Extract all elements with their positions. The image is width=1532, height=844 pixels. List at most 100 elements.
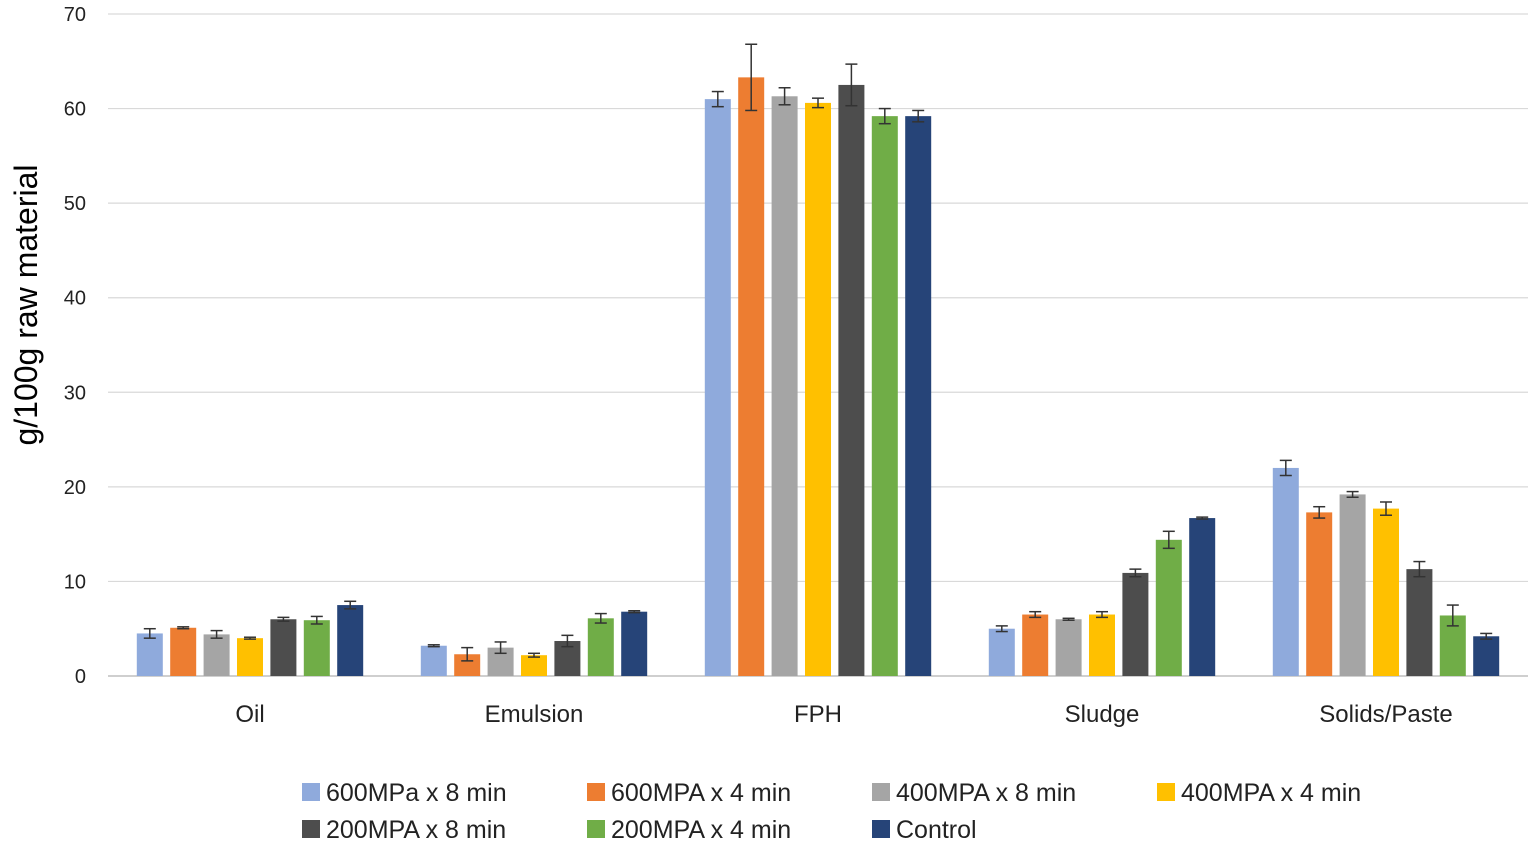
bar	[771, 96, 798, 676]
error-bar	[1096, 610, 1108, 619]
bar	[805, 102, 831, 676]
bar	[704, 99, 731, 677]
bar	[1473, 636, 1500, 676]
error-bar	[244, 636, 256, 640]
bar	[203, 634, 230, 676]
bar	[1055, 619, 1082, 676]
error-bar	[1196, 516, 1209, 520]
legend-item: 400MPA x 8 min	[872, 779, 1076, 807]
error-bar	[812, 97, 824, 109]
legend-label: 400MPA x 4 min	[1181, 779, 1361, 807]
legend-label: 400MPA x 8 min	[896, 779, 1076, 807]
legend-swatch	[587, 783, 605, 801]
error-bar	[1029, 610, 1042, 619]
legend-swatch	[302, 783, 320, 801]
x-axis-categories: Oil Emulsion FPH Sludge Solids/Paste	[235, 701, 1452, 728]
error-bar	[310, 615, 323, 625]
bar	[237, 638, 263, 676]
legend-item: 600MPA x 4 min	[587, 779, 791, 807]
y-tick-label: 0	[75, 666, 86, 688]
legend-swatch	[1157, 783, 1175, 801]
bar	[1122, 572, 1149, 676]
error-bar	[845, 63, 858, 107]
y-tick-label: 60	[64, 99, 86, 121]
x-category-label: Sludge	[1065, 701, 1140, 728]
bar	[738, 77, 765, 676]
bar	[1339, 494, 1366, 676]
bar	[1155, 539, 1182, 676]
bar	[1022, 614, 1049, 676]
error-bar	[1446, 604, 1459, 627]
error-bar	[1279, 459, 1292, 477]
bar	[988, 628, 1015, 676]
bar	[871, 116, 898, 676]
legend-item: 600MPa x 8 min	[302, 779, 507, 807]
error-bar	[912, 109, 925, 123]
bar	[1373, 508, 1399, 676]
error-bar	[210, 629, 223, 639]
legend-swatch	[872, 783, 890, 801]
bar	[420, 645, 447, 676]
legend: 600MPa x 8 min 600MPA x 4 min 400MPA x 8 m…	[302, 779, 1361, 844]
error-bar	[1380, 501, 1392, 516]
bar	[170, 627, 197, 676]
bar	[303, 620, 330, 676]
legend-item: Control	[872, 816, 977, 844]
bar	[1189, 518, 1216, 676]
bars	[136, 77, 1500, 677]
legend-item: 400MPA x 4 min	[1157, 779, 1361, 807]
error-bar	[277, 616, 290, 622]
y-axis-label: g/100g raw material	[8, 164, 44, 445]
x-category-label: Oil	[235, 701, 264, 728]
error-bar	[177, 626, 190, 630]
error-bar	[594, 612, 607, 624]
error-bar	[878, 107, 891, 125]
bar	[270, 619, 297, 676]
x-category-label: Emulsion	[485, 701, 584, 728]
bar	[454, 654, 481, 676]
legend-label: 600MPa x 8 min	[326, 779, 507, 807]
legend-label: Control	[896, 816, 977, 844]
error-bar	[1346, 490, 1359, 499]
legend-label: 200MPA x 8 min	[326, 816, 506, 844]
legend-swatch	[302, 820, 320, 838]
error-bar	[778, 87, 791, 106]
error-bars	[143, 43, 1493, 662]
bar	[1272, 467, 1299, 676]
legend-item: 200MPA x 4 min	[587, 816, 791, 844]
error-bar	[561, 634, 574, 648]
y-tick-label: 70	[64, 4, 86, 26]
legend-swatch	[587, 820, 605, 838]
error-bar	[628, 609, 641, 614]
error-bar	[1162, 530, 1175, 550]
legend-item: 200MPA x 8 min	[302, 816, 506, 844]
y-tick-label: 40	[64, 288, 86, 310]
legend-swatch	[872, 820, 890, 838]
error-bar	[1129, 568, 1142, 578]
error-bar	[711, 90, 724, 108]
legend-label: 600MPA x 4 min	[611, 779, 791, 807]
y-axis-ticks: 0 10 20 30 40 50 60 70	[64, 4, 86, 688]
y-tick-label: 30	[64, 382, 86, 404]
error-bar	[427, 644, 440, 648]
error-bar	[143, 627, 156, 639]
bar	[1306, 512, 1333, 676]
bar	[621, 611, 648, 676]
error-bar	[995, 625, 1008, 633]
x-category-label: Solids/Paste	[1319, 701, 1452, 728]
bar	[521, 655, 547, 676]
bar	[905, 116, 932, 676]
bar	[337, 605, 364, 676]
error-bar	[494, 641, 507, 655]
error-bar	[528, 652, 540, 658]
error-bar	[745, 43, 758, 112]
error-bar	[344, 600, 357, 610]
error-bar	[1480, 632, 1493, 640]
y-tick-label: 50	[64, 193, 86, 215]
bar	[1406, 569, 1433, 676]
bar	[838, 84, 865, 676]
bar	[136, 633, 163, 676]
error-bar	[1413, 560, 1426, 578]
error-bar	[1062, 617, 1075, 621]
